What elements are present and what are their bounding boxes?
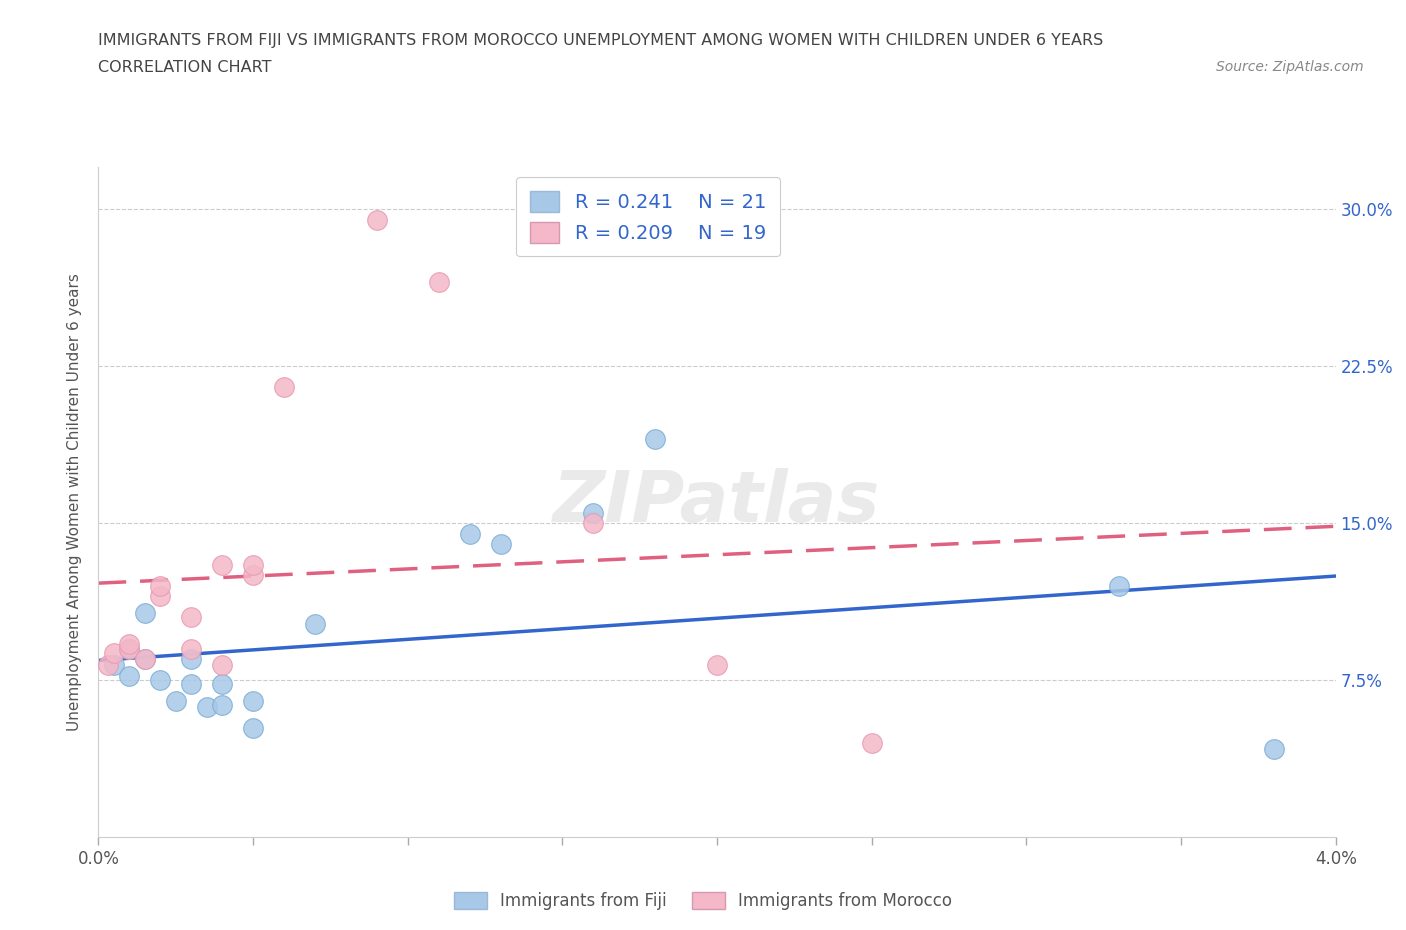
Point: [211, 677, 233, 692]
Point: [134, 652, 156, 667]
Point: [149, 672, 172, 687]
Point: [118, 637, 141, 652]
Point: [211, 558, 233, 573]
Point: [134, 605, 156, 620]
Point: [458, 526, 481, 541]
Text: ZIPatlas: ZIPatlas: [554, 468, 880, 537]
Point: [97, 658, 120, 673]
Point: [195, 700, 218, 715]
Point: [149, 589, 172, 604]
Point: [180, 610, 202, 625]
Point: [273, 379, 295, 394]
Point: [582, 516, 605, 531]
Point: [366, 212, 388, 227]
Point: [134, 652, 156, 667]
Text: CORRELATION CHART: CORRELATION CHART: [98, 60, 271, 75]
Point: [304, 617, 326, 631]
Point: [118, 669, 141, 684]
Point: [149, 578, 172, 593]
Point: [165, 694, 187, 709]
Text: IMMIGRANTS FROM FIJI VS IMMIGRANTS FROM MOROCCO UNEMPLOYMENT AMONG WOMEN WITH CH: IMMIGRANTS FROM FIJI VS IMMIGRANTS FROM …: [98, 33, 1104, 47]
Point: [427, 275, 450, 290]
Point: [242, 568, 264, 583]
Point: [103, 658, 125, 673]
Y-axis label: Unemployment Among Women with Children Under 6 years: Unemployment Among Women with Children U…: [67, 273, 83, 731]
Point: [180, 652, 202, 667]
Point: [1263, 742, 1285, 757]
Point: [582, 505, 605, 520]
Point: [644, 432, 666, 447]
Point: [118, 642, 141, 657]
Point: [211, 698, 233, 712]
Point: [118, 642, 141, 657]
Point: [489, 537, 512, 551]
Point: [242, 558, 264, 573]
Point: [860, 736, 883, 751]
Point: [242, 721, 264, 736]
Text: Source: ZipAtlas.com: Source: ZipAtlas.com: [1216, 60, 1364, 74]
Point: [180, 677, 202, 692]
Point: [706, 658, 728, 673]
Point: [211, 658, 233, 673]
Point: [1108, 578, 1130, 593]
Point: [242, 694, 264, 709]
Legend: Immigrants from Fiji, Immigrants from Morocco: Immigrants from Fiji, Immigrants from Mo…: [447, 885, 959, 917]
Legend: R = 0.241    N = 21, R = 0.209    N = 19: R = 0.241 N = 21, R = 0.209 N = 19: [516, 177, 780, 257]
Point: [180, 642, 202, 657]
Point: [103, 645, 125, 660]
